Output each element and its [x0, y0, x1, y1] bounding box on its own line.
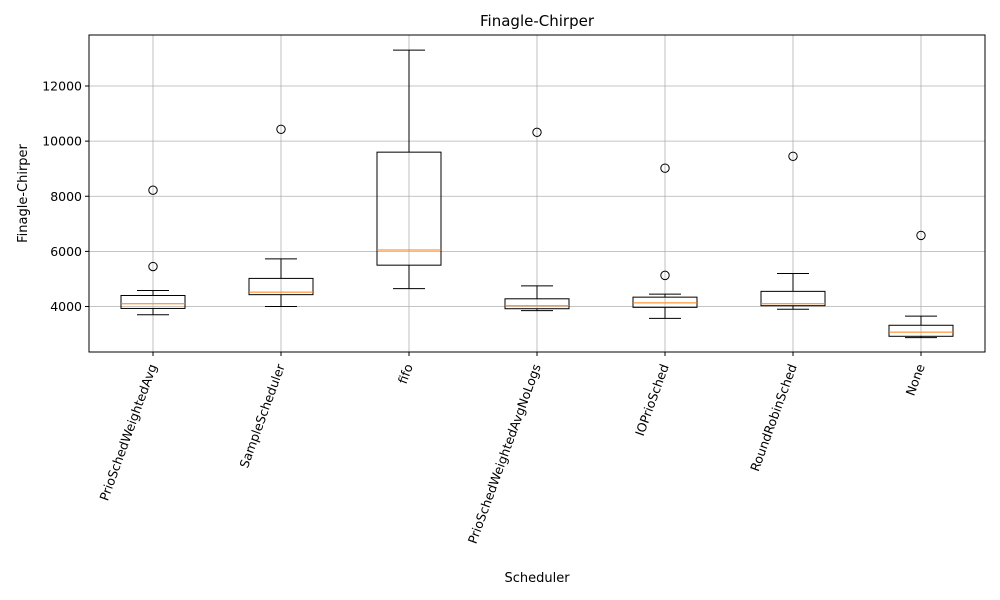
iqr-box	[248, 277, 314, 296]
x-tick-label: None	[903, 362, 928, 398]
iqr-box	[888, 324, 954, 337]
x-tick-label: PrioSchedWeightedAvg	[96, 362, 159, 503]
box-series	[120, 49, 954, 339]
y-tick-label: 10000	[42, 134, 82, 149]
iqr-box	[632, 296, 698, 308]
box-IOPrioSched	[632, 163, 698, 319]
chart-title: Finagle-Chirper	[480, 12, 595, 30]
x-tick-label: PrioSchedWeightedAvgNoLogs	[465, 362, 544, 546]
x-tick-label: RoundRobinSched	[747, 362, 800, 473]
grid-lines	[89, 35, 985, 352]
y-tick-label: 6000	[50, 244, 82, 259]
x-axis-ticks: PrioSchedWeightedAvg SampleScheduler fifo P…	[96, 352, 928, 546]
box-PrioSchedWeightedAvgNoLogs	[504, 127, 570, 312]
box-fifo	[376, 49, 442, 290]
outlier-point	[788, 151, 798, 161]
box-PrioSchedWeightedAvg	[120, 185, 186, 316]
outlier-point	[660, 270, 670, 281]
outlier-point	[148, 185, 158, 195]
iqr-box	[120, 294, 186, 309]
iqr-box	[504, 298, 570, 310]
box-SampleScheduler	[248, 124, 314, 308]
outlier-point	[660, 163, 670, 173]
box-RoundRobinSched	[760, 151, 826, 310]
outlier-point	[276, 124, 286, 134]
y-tick-label: 4000	[50, 299, 82, 314]
iqr-box	[760, 290, 826, 307]
y-axis-label: Finagle-Chirper	[16, 143, 31, 242]
x-axis-label: Scheduler	[504, 571, 570, 586]
y-axis-ticks: 4000 6000 8000 10000 12000	[42, 78, 89, 314]
x-tick-label: fifo	[395, 362, 416, 386]
outlier-point	[148, 261, 158, 272]
outlier-point	[532, 127, 542, 138]
x-tick-label: IOPrioSched	[632, 362, 672, 438]
iqr-box	[376, 151, 442, 266]
outlier-point	[916, 230, 926, 241]
box-None	[888, 230, 954, 339]
x-tick-label: SampleScheduler	[236, 361, 288, 470]
y-tick-label: 8000	[50, 189, 82, 204]
y-tick-label: 12000	[42, 78, 82, 93]
